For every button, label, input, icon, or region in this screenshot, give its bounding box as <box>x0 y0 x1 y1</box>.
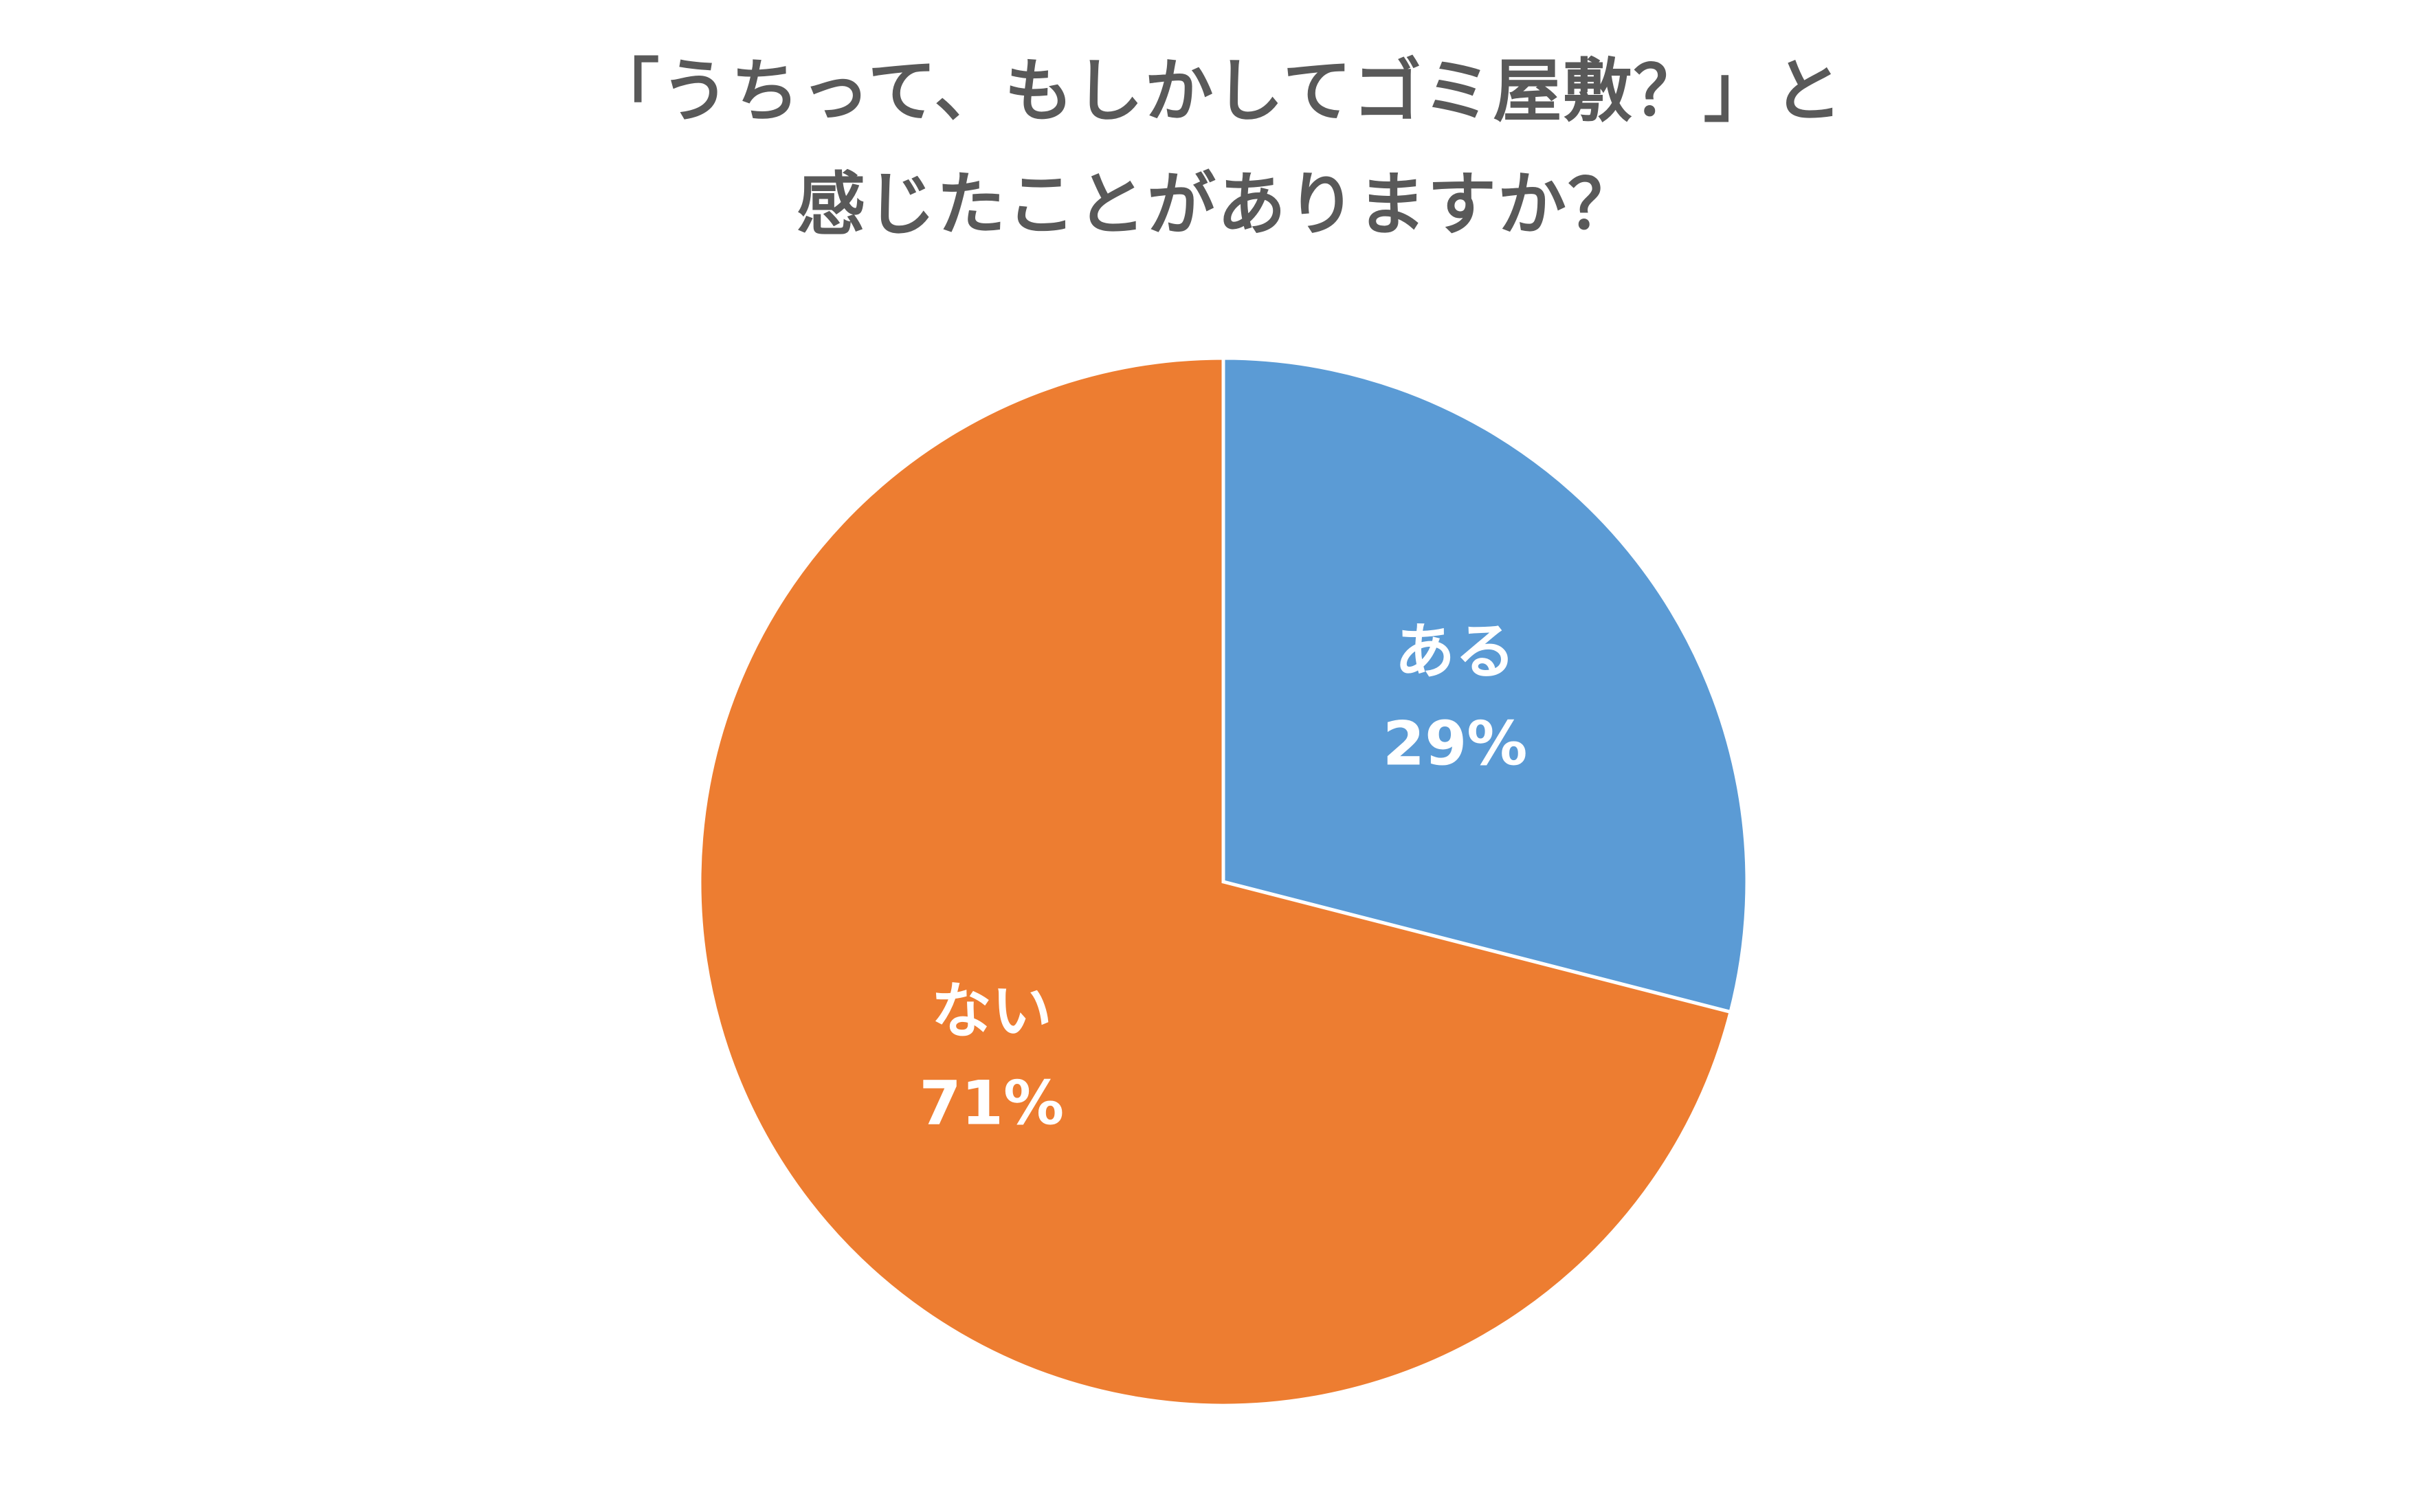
category-label: ある <box>1394 616 1515 687</box>
value-label: 29% <box>1383 708 1528 779</box>
chart-title: 「うちって、もしかしてゴミ屋敷？」と感じたことがありますか？ <box>590 51 1844 245</box>
category-label: ない <box>931 975 1052 1046</box>
pie-slice <box>698 356 1733 1408</box>
value-label: 71% <box>920 1067 1065 1138</box>
pie-slice <box>1221 356 1749 1014</box>
